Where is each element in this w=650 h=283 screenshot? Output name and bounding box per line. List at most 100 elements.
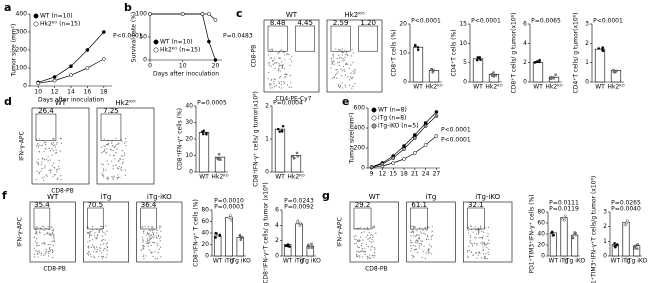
cell-dot (106, 253, 108, 255)
cell-dot (341, 82, 343, 84)
cell-dot (46, 175, 48, 177)
cell-dot (285, 73, 287, 75)
point (69, 73, 73, 78)
cell-dot (284, 54, 286, 56)
x-tick-label: 9 (370, 171, 374, 178)
y-tick-label: 20 (537, 242, 545, 249)
cell-dot (35, 232, 37, 234)
x-tick-label: WT (275, 174, 285, 181)
cell-dot (267, 62, 269, 64)
bar (198, 132, 210, 173)
cell-dot (52, 244, 55, 246)
cell-dot (418, 234, 420, 236)
gate-percent: 70.5 (87, 201, 103, 209)
panel-letter: f (2, 189, 7, 202)
gate (353, 207, 372, 230)
cell-dot (41, 177, 43, 179)
cell-dot (47, 243, 49, 246)
cell-dot (267, 78, 269, 80)
cell-dot (411, 225, 413, 227)
point (207, 12, 211, 16)
cell-dot (101, 174, 104, 176)
replicate-dot (494, 74, 498, 77)
cell-dot (45, 158, 47, 160)
cell-dot (102, 151, 105, 153)
cell-dot (44, 142, 46, 144)
cell-dot (156, 229, 158, 231)
p-value: P=0.0003 (214, 204, 244, 211)
cell-dot (53, 138, 55, 140)
cell-dot (283, 81, 285, 83)
plot-frame (263, 19, 320, 93)
cell-dot (151, 236, 153, 238)
cell-dot (416, 239, 418, 241)
cell-dot (411, 247, 413, 250)
x-tick-label: Hk2ᴷᴼ (607, 84, 624, 91)
cell-dot (41, 225, 44, 227)
cell-dot (427, 250, 429, 253)
replicate-dot (205, 131, 208, 135)
cell-dot (422, 229, 424, 231)
cell-dot (371, 255, 373, 257)
cell-dot (348, 79, 351, 81)
cell-dot (89, 236, 91, 239)
plot-frame (349, 201, 399, 263)
cell-dot (372, 241, 374, 243)
cell-dot (101, 235, 103, 237)
x-tick-label: Hk2ᴷᴼ (211, 174, 228, 181)
x-tick-label: iTg iKO (564, 258, 585, 265)
cell-dot (46, 232, 48, 234)
cell-dot (417, 239, 419, 241)
point (200, 12, 205, 16)
cell-dot (53, 234, 55, 237)
cell-dot (333, 63, 335, 65)
cell-dot (480, 226, 482, 229)
x-tick-label: WT (473, 84, 483, 91)
x-tick-label: 16 (84, 89, 92, 96)
x-tick-label: 12 (51, 89, 59, 96)
p-value: P<0.0001 (471, 18, 501, 25)
cell-dot (487, 235, 489, 238)
cell-dot (470, 251, 472, 254)
cell-dot (282, 51, 285, 53)
panel-letter: e (342, 95, 349, 108)
cell-dot (107, 176, 109, 178)
cell-dot (485, 243, 488, 246)
cell-dot (35, 145, 38, 147)
cell-dot (420, 240, 422, 242)
cell-dot (277, 52, 279, 54)
cell-dot (111, 160, 113, 162)
legend-marker (33, 13, 39, 19)
cell-dot (431, 230, 433, 232)
cell-dot (418, 245, 421, 247)
cell-dot (291, 61, 293, 63)
cell-dot (96, 235, 98, 237)
cell-dot (101, 239, 103, 242)
legend-label: iTg-iKO (n=5) (378, 123, 419, 130)
cell-dot (414, 245, 417, 247)
cell-dot (358, 246, 360, 249)
cell-dot (410, 235, 412, 237)
y-axis-label: CD8⁺IFN-γ⁺ T cells (%) (193, 199, 200, 267)
cell-dot (482, 253, 484, 255)
replicate-dot (626, 219, 629, 222)
cell-dot (332, 53, 334, 56)
cell-dot (270, 57, 272, 59)
y-axis-label: CD4⁺T cells/ g tumor(x10⁶) (573, 13, 580, 94)
replicate-dot (229, 216, 233, 219)
cell-dot (357, 240, 359, 242)
cell-dot (412, 230, 415, 232)
panel-letter: d (4, 95, 12, 108)
cell-dot (160, 226, 162, 228)
cell-dot (118, 142, 120, 144)
cell-dot (51, 233, 53, 235)
cell-dot (116, 178, 118, 180)
cell-dot (366, 234, 369, 236)
replicate-dot (287, 243, 290, 246)
cell-dot (477, 231, 480, 233)
cell-dot (49, 171, 51, 174)
plot-title: Hk2ᴷᴼ (115, 99, 136, 107)
cell-dot (277, 69, 279, 72)
x-axis-label: CD8-PB (43, 266, 66, 273)
x-tick-label: Hk2ᴷᴼ (485, 84, 502, 91)
